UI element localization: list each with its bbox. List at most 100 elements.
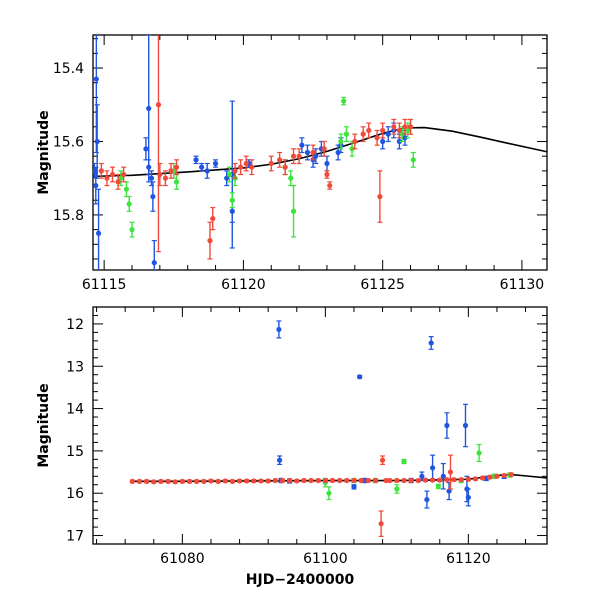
data-point-blue [386, 132, 391, 137]
data-point-green [174, 179, 179, 184]
data-point-green [344, 132, 349, 137]
data-point-red [291, 154, 296, 159]
light-curve-figure: 61115 61120 61125 61130 15.4 15.6 15.8 Magnitud… [0, 0, 600, 600]
data-point-blue [444, 423, 449, 428]
data-point-red [208, 478, 213, 483]
series-green [118, 97, 416, 237]
data-point-red [330, 478, 335, 483]
data-point-red [402, 124, 407, 129]
data-point-red [416, 478, 421, 483]
data-point-red [232, 168, 237, 173]
data-point-red [180, 479, 185, 484]
data-point-red [494, 474, 499, 479]
data-point-red [361, 132, 366, 137]
data-point-red [366, 478, 371, 483]
data-point-red [104, 176, 109, 181]
plot-area [130, 321, 547, 536]
data-point-green [124, 187, 129, 192]
data-point-red [316, 478, 321, 483]
data-point-red [273, 478, 278, 483]
y-tick-label: 14 [66, 402, 84, 418]
data-point-red [408, 124, 413, 129]
data-point-red [451, 477, 456, 482]
data-point-green [394, 486, 399, 491]
y-tick-label: 12 [66, 317, 84, 333]
data-point-red [280, 478, 285, 483]
data-point-green [129, 227, 134, 232]
y-axis-label: Magnitude [36, 383, 52, 467]
data-point-red [327, 183, 332, 188]
data-point-red [223, 478, 228, 483]
x-tick-label: 61125 [360, 277, 405, 293]
data-point-green [401, 459, 406, 464]
data-point-red [409, 478, 414, 483]
x-tick-label: 61120 [446, 551, 491, 567]
data-point-red [194, 479, 199, 484]
data-point-blue [213, 161, 218, 166]
data-point-red [301, 478, 306, 483]
data-point-blue [276, 327, 281, 332]
series-red [130, 455, 514, 536]
data-point-red [473, 476, 478, 481]
y-tick-label: 15.8 [53, 208, 84, 224]
data-point-red [323, 478, 328, 483]
data-point-blue [351, 484, 356, 489]
data-point-blue [424, 497, 429, 502]
data-point-green [436, 484, 441, 489]
data-point-blue [150, 194, 155, 199]
data-point-blue [429, 340, 434, 345]
data-point-blue [277, 458, 282, 463]
y-tick-label: 15 [66, 444, 84, 460]
y-tick-label: 15.4 [53, 61, 84, 77]
data-point-red [294, 478, 299, 483]
data-point-red [216, 479, 221, 484]
data-point-red [283, 165, 288, 170]
x-tick-label: 61130 [500, 277, 545, 293]
data-point-red [187, 479, 192, 484]
data-point-red [397, 128, 402, 133]
data-point-blue [466, 495, 471, 500]
x-tick-label: 61080 [160, 551, 205, 567]
x-tick-label: 61120 [221, 277, 266, 293]
data-point-green [127, 201, 132, 206]
data-point-red [351, 478, 356, 483]
data-point-red [509, 472, 514, 477]
data-point-blue [324, 161, 329, 166]
data-point-blue [419, 474, 424, 479]
data-point-blue [146, 106, 151, 111]
data-point-green [476, 450, 481, 455]
x-tick-label: 61100 [303, 551, 348, 567]
data-point-red [258, 478, 263, 483]
data-point-blue [430, 465, 435, 470]
data-point-red [374, 135, 379, 140]
data-point-red [151, 479, 156, 484]
y-axis-label: Magnitude [36, 110, 52, 194]
data-point-red [115, 179, 120, 184]
data-point-blue [305, 150, 310, 155]
data-point-red [373, 478, 378, 483]
y-tick-label: 16 [66, 486, 84, 502]
data-point-green [326, 491, 331, 496]
data-point-red [401, 478, 406, 483]
data-point-red [130, 479, 135, 484]
data-point-red [277, 157, 282, 162]
data-point-blue [357, 374, 362, 379]
data-point-red [165, 479, 170, 484]
data-point-blue [199, 165, 204, 170]
bottom-panel: 61080 61100 61120121314151617MagnitudeHJD−… [36, 307, 547, 588]
series-green [323, 445, 513, 500]
data-point-red [394, 478, 399, 483]
data-point-red [466, 477, 471, 482]
data-point-red [237, 478, 242, 483]
data-point-blue [463, 423, 468, 428]
light-curve-svg: 61115 61120 61125 6113015.415.615.8Magnitud… [0, 0, 600, 600]
data-point-blue [143, 146, 148, 151]
data-point-red [244, 161, 249, 166]
data-point-red [244, 478, 249, 483]
data-point-red [444, 477, 449, 482]
data-point-blue [93, 183, 98, 188]
data-point-red [310, 150, 315, 155]
data-point-red [287, 478, 292, 483]
data-point-red [487, 475, 492, 480]
data-point-red [210, 216, 215, 221]
